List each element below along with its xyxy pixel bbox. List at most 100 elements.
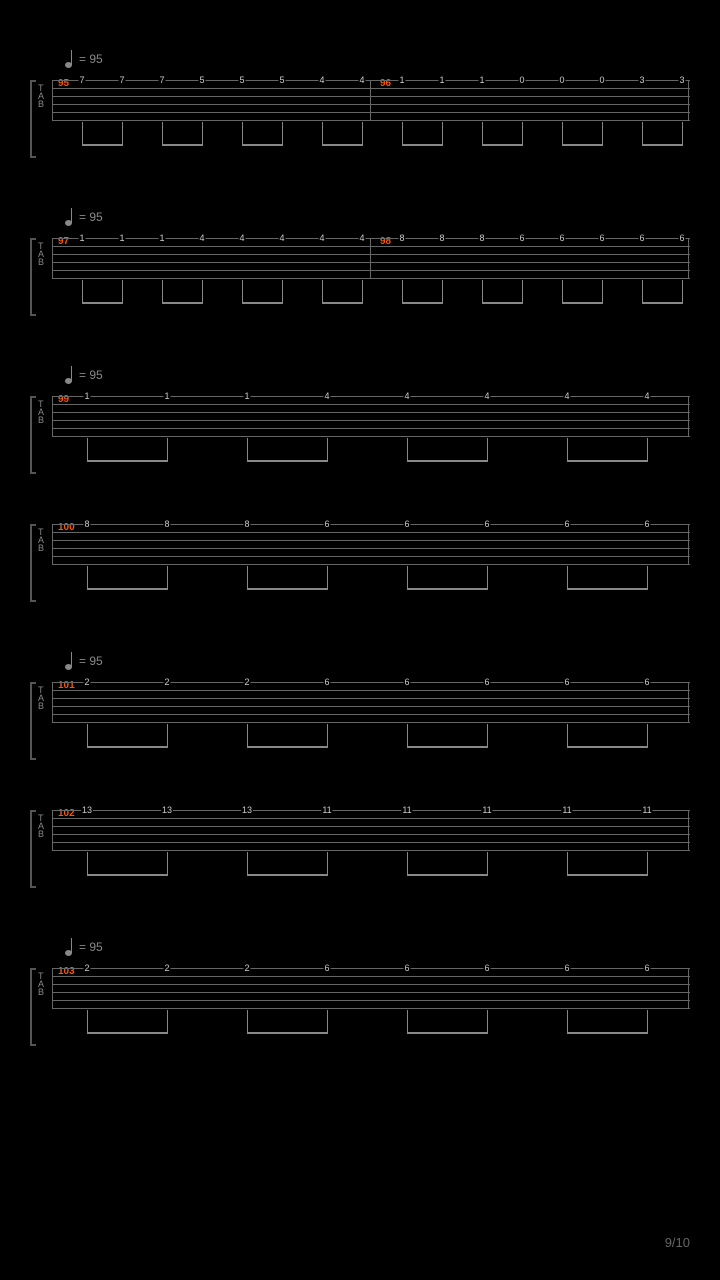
beam-group [322, 122, 362, 146]
string-line [52, 984, 690, 985]
beam [242, 302, 283, 304]
stem [482, 122, 483, 146]
beam-group [407, 724, 487, 748]
string-line [52, 714, 690, 715]
tempo-marking: = 95 [65, 208, 690, 226]
beam-group [567, 852, 647, 876]
staff-wrap: 9596TAB7775554411100033 [30, 80, 690, 158]
beam-group [247, 852, 327, 876]
barline [370, 238, 371, 278]
system-bracket [30, 524, 36, 602]
stem [642, 280, 643, 304]
barline [688, 80, 689, 120]
staff-wrap: 99TAB11144444 [30, 396, 690, 474]
string-line [52, 270, 690, 271]
tab-clef: TAB [38, 528, 44, 552]
beam-group [162, 122, 202, 146]
stem [362, 122, 363, 146]
fret-number: 1 [398, 75, 405, 85]
string-line [52, 556, 690, 557]
beam-group [162, 280, 202, 304]
fret-number: 4 [358, 75, 365, 85]
stem [167, 1010, 168, 1034]
string-line [52, 818, 690, 819]
fret-number: 1 [118, 233, 125, 243]
fret-number: 8 [83, 519, 90, 529]
fret-number: 6 [678, 233, 685, 243]
stem [562, 280, 563, 304]
fret-number: 2 [163, 963, 170, 973]
fret-number: 6 [403, 963, 410, 973]
fret-number: 11 [561, 805, 572, 815]
beam-group [482, 280, 522, 304]
fret-number: 5 [278, 75, 285, 85]
string-line [52, 428, 690, 429]
stem [647, 852, 648, 876]
string-line [52, 1008, 690, 1009]
barline [52, 238, 53, 278]
stem [642, 122, 643, 146]
fret-number: 2 [163, 677, 170, 687]
tab-system: 102TAB1313131111111111 [30, 810, 690, 888]
tab-system: = 959798TAB1114444488866666 [30, 208, 690, 316]
stem [407, 852, 408, 876]
beam-group [247, 724, 327, 748]
string-line [52, 88, 690, 89]
beam [162, 302, 203, 304]
fret-number: 1 [478, 75, 485, 85]
stem [442, 122, 443, 146]
fret-number: 3 [638, 75, 645, 85]
fret-number: 6 [563, 963, 570, 973]
fret-number: 6 [403, 519, 410, 529]
fret-number: 2 [83, 963, 90, 973]
fret-number: 1 [243, 391, 250, 401]
fret-number: 8 [398, 233, 405, 243]
beam-group [87, 1010, 167, 1034]
barline [52, 80, 53, 120]
beam [82, 302, 123, 304]
barline [688, 810, 689, 850]
beam [567, 874, 648, 876]
tab-clef: TAB [38, 814, 44, 838]
string-line [52, 80, 690, 81]
stem [487, 1010, 488, 1034]
fret-number: 13 [81, 805, 93, 815]
fret-number: 5 [198, 75, 205, 85]
fret-number: 7 [158, 75, 165, 85]
stem [202, 122, 203, 146]
stem [247, 566, 248, 590]
beam [567, 460, 648, 462]
quarter-note-icon [65, 938, 75, 956]
stem [522, 122, 523, 146]
stem [87, 724, 88, 748]
string-line [52, 564, 690, 565]
fret-number: 4 [403, 391, 410, 401]
fret-number: 0 [518, 75, 525, 85]
stem [242, 280, 243, 304]
stem [402, 122, 403, 146]
fret-number: 1 [438, 75, 445, 85]
string-line [52, 834, 690, 835]
fret-number: 6 [563, 677, 570, 687]
fret-number: 11 [641, 805, 652, 815]
string-line [52, 436, 690, 437]
stem [242, 122, 243, 146]
system-bracket [30, 810, 36, 888]
beam-group [242, 280, 282, 304]
fret-number: 4 [643, 391, 650, 401]
string-line [52, 404, 690, 405]
tab-clef: TAB [38, 972, 44, 996]
stem [327, 724, 328, 748]
beam [247, 588, 328, 590]
staff-wrap: 101TAB22266666 [30, 682, 690, 760]
beam-group [407, 566, 487, 590]
stem [407, 566, 408, 590]
beam [247, 746, 328, 748]
fret-number: 3 [678, 75, 685, 85]
tab-clef: TAB [38, 242, 44, 266]
fret-number: 4 [318, 233, 325, 243]
fret-number: 2 [83, 677, 90, 687]
fret-number: 2 [243, 963, 250, 973]
barline [688, 396, 689, 436]
beam [247, 1032, 328, 1034]
